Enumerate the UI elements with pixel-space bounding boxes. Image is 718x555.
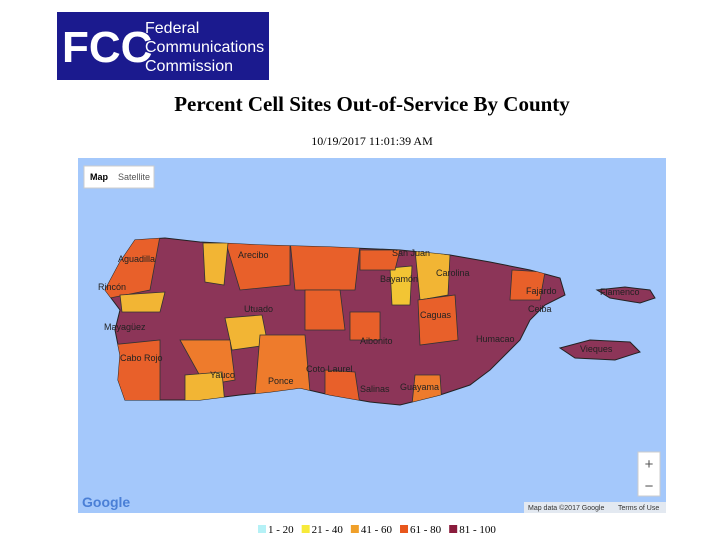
place-label: Aguadilla xyxy=(118,254,155,264)
title: Percent Cell Sites Out-of-Service By Cou… xyxy=(174,92,570,116)
municipality xyxy=(184,371,226,405)
legend-swatch xyxy=(350,525,359,533)
place-label: Mayagüez xyxy=(104,322,146,332)
legend-label: 21 - 40 xyxy=(312,524,344,536)
legend: 1 - 20 21 - 40 41 - 60 61 - 80 81 - 100 xyxy=(258,524,496,536)
municipality xyxy=(359,249,401,271)
legend-label: 1 - 20 xyxy=(268,524,294,536)
legend-swatch xyxy=(400,525,409,533)
municipalities xyxy=(105,238,546,405)
attribution: Map data ©2017 Google xyxy=(528,504,604,512)
map-type-control xyxy=(83,165,155,189)
legend-swatch xyxy=(449,525,458,533)
logo-mark: FCC xyxy=(62,23,152,72)
google-logo: Google xyxy=(82,494,130,510)
place-label: Guayama xyxy=(400,382,439,392)
map-button[interactable]: Map xyxy=(90,172,109,182)
legend-swatch xyxy=(301,525,310,533)
municipality xyxy=(349,311,381,341)
place-label: Rincón xyxy=(98,282,126,292)
place-label: Utuado xyxy=(244,304,273,314)
place-label: Vieques xyxy=(580,344,613,354)
municipality xyxy=(389,265,413,306)
legend-label: 41 - 60 xyxy=(361,524,393,536)
place-label: Caguas xyxy=(420,310,452,320)
place-label: Humacao xyxy=(476,334,515,344)
vieques xyxy=(558,339,641,361)
place-label: Fajardo xyxy=(526,286,557,296)
timestamp: 10/19/2017 11:01:39 AM xyxy=(311,134,433,148)
place-label: Flamenco xyxy=(600,287,640,297)
zoom-in[interactable]: + xyxy=(645,456,654,473)
logo-box xyxy=(57,12,269,80)
place-label: San Juan xyxy=(392,248,430,258)
place-label: Yauco xyxy=(210,370,235,380)
place-label: Carolina xyxy=(436,268,470,278)
municipality xyxy=(509,269,546,301)
place-label: Bayamón xyxy=(380,274,418,284)
terms-link[interactable]: Terms of Use xyxy=(618,505,659,512)
place-label: Arecibo xyxy=(238,250,269,260)
satellite-button[interactable]: Satellite xyxy=(118,172,150,182)
municipality xyxy=(304,289,346,331)
logo-line: Commission xyxy=(145,58,233,75)
municipality xyxy=(202,242,229,286)
municipality xyxy=(417,294,459,346)
place-label: Aibonito xyxy=(360,336,393,346)
culebra xyxy=(595,286,656,304)
zoom-out[interactable]: − xyxy=(645,478,654,495)
legend-swatch xyxy=(258,525,266,533)
municipality xyxy=(254,334,311,396)
place-label: Salinas xyxy=(360,384,390,394)
attribution-box xyxy=(524,502,666,513)
logo-line: Federal xyxy=(145,20,199,37)
place-label: Coto Laurel xyxy=(306,364,353,374)
place-label: Ceiba xyxy=(528,304,552,314)
place-label: Cabo Rojo xyxy=(120,353,163,363)
municipality xyxy=(119,291,166,313)
legend-label: 81 - 100 xyxy=(459,524,496,536)
zoom-control xyxy=(637,451,661,497)
place-label: Ponce xyxy=(268,376,294,386)
legend-label: 61 - 80 xyxy=(410,524,442,536)
logo-line: Communications xyxy=(145,39,264,56)
